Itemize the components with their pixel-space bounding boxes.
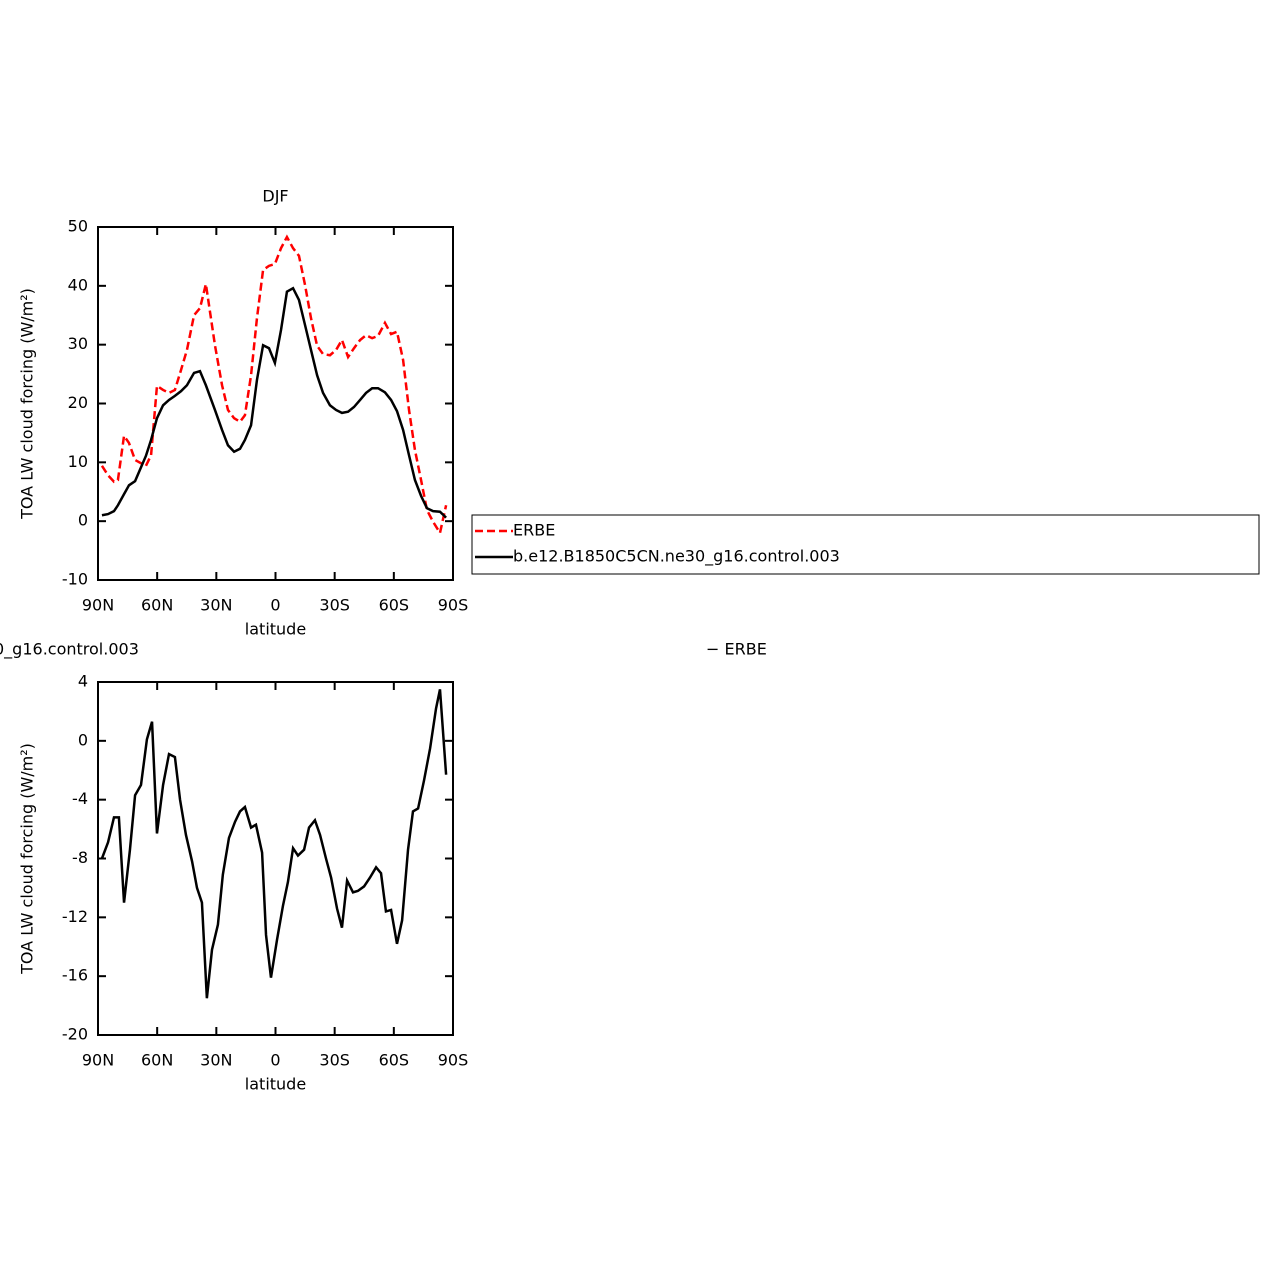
x-tick-label: 30S (319, 596, 350, 615)
x-tick-label: 90N (82, 1051, 114, 1070)
y-tick-label: 20 (68, 393, 88, 412)
x-tick-label: 90S (438, 596, 469, 615)
legend-label: b.e12.B1850C5CN.ne30_g16.control.003 (513, 547, 840, 567)
y-tick-label: 40 (68, 275, 88, 294)
y-tick-label: -20 (62, 1025, 88, 1044)
x-axis-label: latitude (245, 1075, 306, 1094)
chart-title: 0_g16.control.003 (0, 640, 139, 660)
y-tick-label: 4 (78, 672, 88, 691)
plot-frame (97, 226, 454, 581)
data-line (100, 689, 448, 999)
y-tick-label: 0 (78, 511, 88, 530)
x-tick-label: 30N (200, 596, 232, 615)
x-tick-label: 0 (270, 596, 280, 615)
y-tick-label: 30 (68, 334, 88, 353)
legend-label: ERBE (513, 521, 555, 540)
x-tick-label: 60N (141, 1051, 173, 1070)
x-tick-label: 30N (200, 1051, 232, 1070)
data-line (101, 286, 447, 519)
plot-frame (97, 681, 454, 1036)
x-tick-label: 60N (141, 596, 173, 615)
y-tick-label: 50 (68, 217, 88, 236)
y-tick-label: 0 (78, 730, 88, 749)
y-tick-label: -16 (62, 966, 88, 985)
y-tick-label: -10 (62, 570, 88, 589)
y-tick-label: -4 (72, 789, 88, 808)
y-tick-label: -8 (72, 848, 88, 867)
y-axis-label: TOA LW cloud forcing (W/m²) (18, 743, 37, 975)
x-tick-label: 60S (379, 1051, 410, 1070)
x-tick-label: 90S (438, 1051, 469, 1070)
legend-box (471, 514, 1260, 575)
x-tick-label: 60S (379, 596, 410, 615)
x-axis-label: latitude (245, 620, 306, 639)
x-tick-label: 90N (82, 596, 114, 615)
x-tick-label: 30S (319, 1051, 350, 1070)
y-tick-label: -12 (62, 907, 88, 926)
y-axis-label: TOA LW cloud forcing (W/m²) (18, 288, 37, 520)
chart-title: − ERBE (706, 640, 767, 659)
y-tick-label: 10 (68, 452, 88, 471)
x-tick-label: 0 (270, 1051, 280, 1070)
data-line (100, 234, 448, 537)
chart-title: DJF (262, 187, 288, 206)
